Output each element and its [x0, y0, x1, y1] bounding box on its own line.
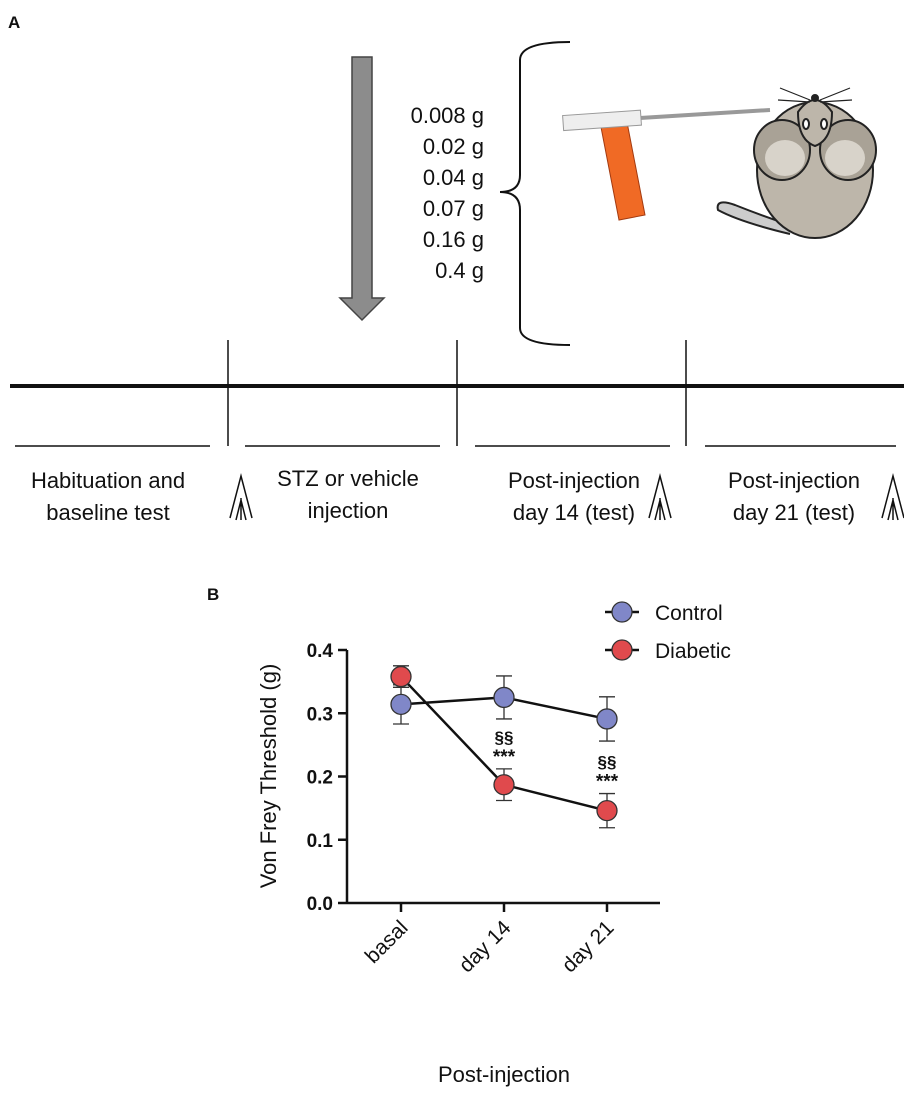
data-point: [493, 774, 515, 796]
weight: 0.4 g: [435, 258, 484, 283]
timeline: [10, 340, 904, 447]
y-axis-label: Von Frey Threshold (g): [256, 664, 281, 889]
legend-marker: [611, 639, 633, 661]
stage-text: day 21 (test): [733, 500, 855, 525]
stage-text: STZ or vehicle: [277, 466, 419, 491]
y-tick-label: 0.1: [307, 831, 334, 852]
weight: 0.16 g: [423, 227, 484, 252]
von-frey-filament: [562, 108, 771, 221]
stages: Habituation and baseline test STZ or veh…: [31, 466, 860, 525]
significance: ***: [596, 772, 619, 793]
weight: 0.04 g: [423, 165, 484, 190]
y-tick-label: 0.3: [307, 704, 333, 725]
x-tick-label: day 14: [455, 916, 516, 977]
stage-text: baseline test: [46, 500, 170, 525]
mouse-illustration: [716, 87, 877, 239]
weights: 0.008 g 0.02 g 0.04 g 0.07 g 0.16 g 0.4 …: [411, 103, 484, 283]
weight: 0.008 g: [411, 103, 484, 128]
down-arrow: [338, 56, 386, 322]
stage-text: day 14 (test): [513, 500, 635, 525]
x-axis-label: Post-injection: [438, 1062, 570, 1087]
legend-marker: [611, 601, 633, 623]
data-point: [596, 800, 618, 822]
data-point: [493, 686, 515, 709]
y-tick-label: 0.0: [307, 894, 333, 915]
time-arrows: [229, 473, 904, 521]
x-tick-label: day 21: [558, 916, 619, 977]
stage-text: Habituation and: [31, 468, 185, 493]
legend-label: Control: [655, 602, 723, 625]
stage-text: Post-injection: [728, 468, 860, 493]
data-point: [390, 693, 412, 716]
panel-label: B: [207, 585, 219, 604]
weight: 0.02 g: [423, 134, 484, 159]
panel-label: A: [8, 13, 20, 32]
y-tick-label: 0.2: [307, 768, 333, 789]
data-point: [390, 665, 412, 688]
brace: [499, 41, 571, 346]
data-point: [596, 708, 618, 730]
stage-text: injection: [308, 498, 389, 523]
significance: §§: [598, 753, 617, 772]
y-tick-label: 0.4: [307, 641, 334, 662]
significance: ***: [493, 747, 516, 768]
weight: 0.07 g: [423, 196, 484, 221]
significance: §§: [495, 728, 514, 747]
legend-label: Diabetic: [655, 640, 731, 663]
stage-text: Post-injection: [508, 468, 640, 493]
x-tick-label: basal: [361, 916, 413, 968]
